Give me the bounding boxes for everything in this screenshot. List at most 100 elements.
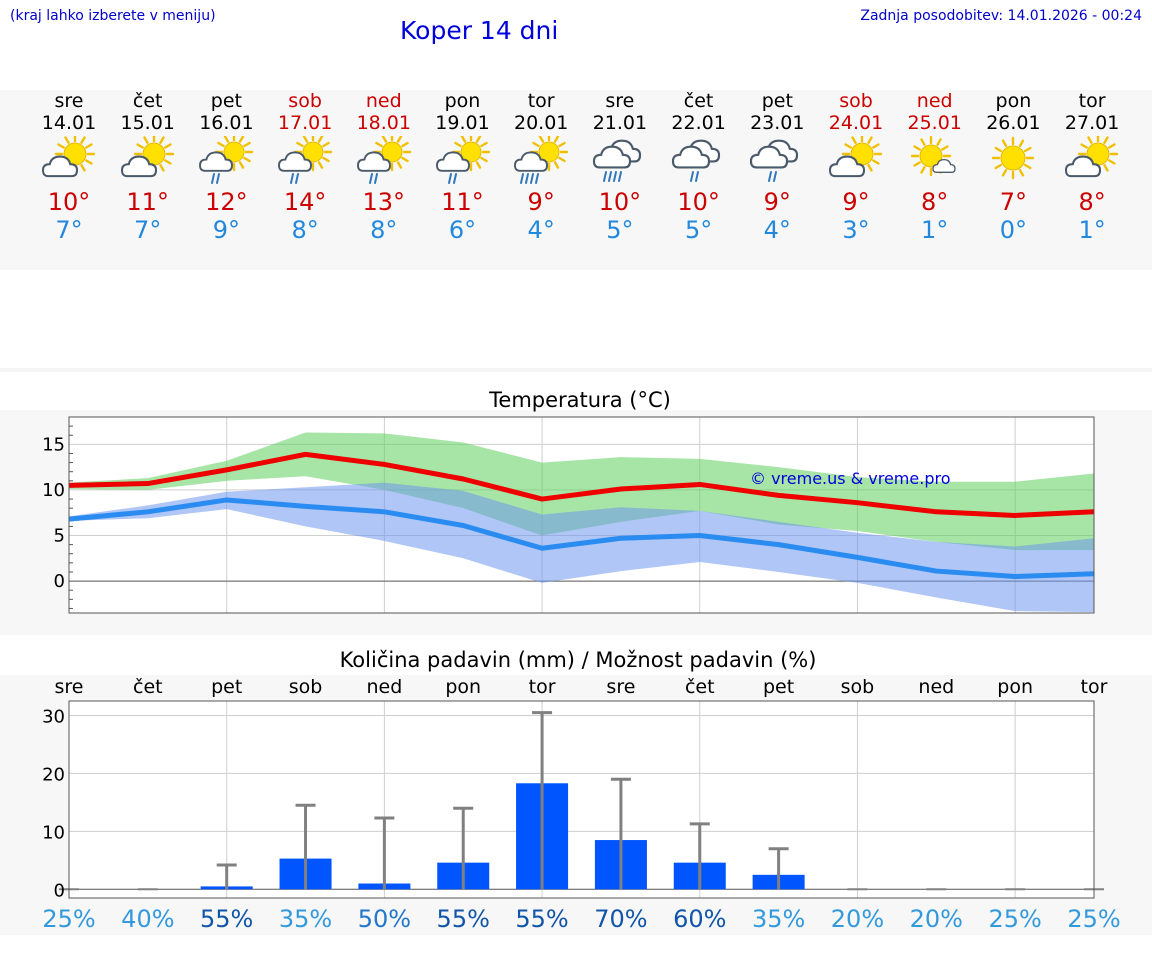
sun-cloud-rain-icon	[186, 136, 266, 186]
day-name: ned	[916, 90, 953, 112]
max-temperature: 10°	[677, 188, 720, 216]
category-label: ned	[918, 676, 954, 698]
max-temperature: 9°	[842, 188, 870, 216]
day-column: pet 16.01 12° 9°	[186, 90, 266, 244]
category-label: čet	[685, 676, 715, 698]
min-temperature: 8°	[370, 216, 398, 244]
sun-cloud-rain-icon	[423, 136, 503, 186]
day-column: čet 15.01 11° 7°	[108, 90, 188, 244]
max-temperature: 10°	[598, 188, 642, 216]
divider	[0, 368, 1152, 372]
max-temperature: 7°	[999, 188, 1028, 216]
day-column: pon 19.01 11° 6°	[423, 90, 503, 244]
location-hint: (kraj lahko izberete v meniju)	[10, 8, 216, 24]
page-title: Koper 14 dni	[400, 16, 559, 45]
min-temperature: 7°	[134, 216, 162, 244]
max-temperature: 14°	[283, 188, 327, 216]
category-label: sre	[55, 676, 84, 698]
sun-cloud-icon	[108, 136, 188, 186]
probability-label: 70%	[594, 905, 647, 933]
probability-label: 35%	[752, 905, 805, 933]
category-label: pon	[445, 676, 481, 698]
category-label: sob	[841, 676, 875, 698]
day-name: čet	[683, 90, 714, 112]
max-temperature: 11°	[441, 188, 484, 216]
plot-area	[69, 701, 1094, 898]
min-temperature: 0°	[999, 216, 1028, 244]
probability-label: 20%	[831, 905, 884, 933]
cloud-rain-icon	[659, 136, 739, 186]
day-date: 24.01	[828, 112, 884, 134]
cloud-rain-icon	[737, 136, 817, 186]
day-name: sob	[839, 90, 873, 112]
day-date: 21.01	[592, 112, 648, 134]
min-temperature: 3°	[842, 216, 870, 244]
day-column: tor 20.01 9° 4°	[501, 90, 581, 244]
category-label: pon	[997, 676, 1033, 698]
day-name: ned	[365, 90, 402, 112]
day-column: tor 27.01 8° 1°	[1052, 90, 1132, 244]
day-name: tor	[527, 90, 555, 112]
day-date: 15.01	[120, 112, 175, 134]
day-column: pon 26.01 7° 0°	[973, 90, 1053, 244]
max-temperature: 11°	[126, 188, 169, 216]
max-temperature: 8°	[1078, 188, 1106, 216]
probability-label: 55%	[437, 905, 490, 933]
day-name: pon	[444, 90, 481, 112]
day-date: 18.01	[356, 112, 411, 134]
min-temperature: 4°	[527, 216, 555, 244]
max-temperature: 8°	[921, 188, 949, 216]
y-tick-label: 0	[54, 880, 65, 901]
sun-cloud-icon	[816, 136, 896, 186]
y-tick-label: 10	[42, 480, 65, 501]
category-label: pet	[763, 676, 794, 698]
day-name: sob	[288, 90, 322, 112]
y-tick-label: 30	[42, 706, 65, 727]
day-date: 22.01	[671, 112, 726, 134]
plot-frame	[68, 700, 1095, 899]
max-temperature-line	[68, 451, 1095, 518]
day-date: 17.01	[277, 112, 333, 134]
day-name: tor	[1078, 90, 1106, 112]
day-date: 20.01	[513, 112, 569, 134]
day-date: 14.01	[41, 112, 97, 134]
sun-icon	[973, 136, 1053, 186]
day-column: sre 21.01 10° 5°	[580, 90, 660, 244]
day-date: 25.01	[907, 112, 962, 134]
y-tick-label: 20	[42, 764, 65, 785]
day-date: 16.01	[199, 112, 254, 134]
min-temperature-line	[68, 497, 1095, 580]
sun-cloud-rain-icon	[344, 136, 424, 186]
min-temperature: 1°	[921, 216, 949, 244]
min-temperature: 8°	[291, 216, 319, 244]
probability-label: 25%	[988, 905, 1041, 933]
sun-cloud-icon	[29, 136, 109, 186]
probability-label: 60%	[673, 905, 726, 933]
last-updated: Zadnja posodobitev: 14.01.2026 - 00:24	[860, 8, 1142, 24]
day-date: 23.01	[750, 112, 805, 134]
day-column: sre 14.01 10° 7°	[29, 90, 109, 244]
probability-label: 55%	[515, 905, 568, 933]
day-name: pet	[761, 90, 793, 112]
min-temperature: 6°	[448, 216, 477, 244]
forecast-strip	[0, 90, 1152, 270]
copyright-label: © vreme.us & vreme.pro	[750, 469, 951, 488]
probability-label: 40%	[121, 905, 174, 933]
probability-label: 20%	[910, 905, 963, 933]
sun-cloud-rain-icon	[265, 136, 345, 186]
precipitation-chart: 30 20 10 0 sre čet pet sob ned pon tor sre čet pet sob…	[42, 676, 1121, 933]
probability-label: 25%	[42, 905, 95, 933]
day-name: sre	[605, 90, 635, 112]
plot-frame	[68, 416, 1095, 614]
category-label: pet	[211, 676, 242, 698]
category-label: čet	[133, 676, 163, 698]
day-column: čet 22.01 10° 5°	[659, 90, 739, 244]
day-column: pet 23.01 9° 4°	[737, 90, 817, 244]
day-name: sre	[54, 90, 84, 112]
min-temperature: 1°	[1078, 216, 1106, 244]
max-temperature: 12°	[205, 188, 248, 216]
category-label: ned	[366, 676, 402, 698]
max-temperature: 13°	[362, 188, 406, 216]
max-temperature: 10°	[47, 188, 91, 216]
probability-label: 50%	[358, 905, 411, 933]
